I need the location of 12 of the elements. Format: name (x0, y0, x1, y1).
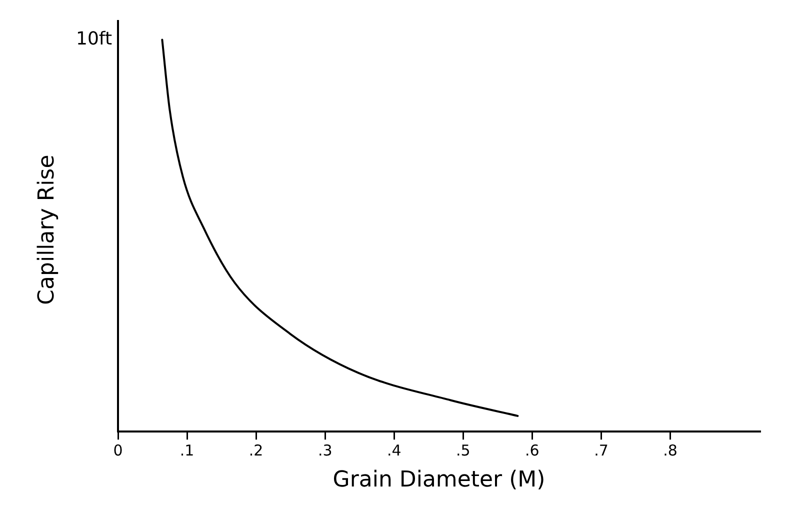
x-tick-label: .1 (180, 441, 194, 460)
x-tick-label: .8 (663, 441, 678, 460)
y-axis-title: Capillary Rise (34, 154, 60, 305)
x-tick-label: .3 (318, 441, 332, 460)
x-axis-title: Grain Diameter (M) (332, 468, 546, 493)
text: 10ft (76, 28, 112, 50)
x-tick-label: .2 (248, 441, 264, 460)
x-tick-label: .5 (456, 441, 470, 460)
x-tick-label: .7 (594, 441, 608, 460)
x-tick-label: .6 (525, 441, 540, 460)
x-tick-label: 0 (113, 441, 123, 460)
x-tick-label: .4 (386, 441, 402, 460)
